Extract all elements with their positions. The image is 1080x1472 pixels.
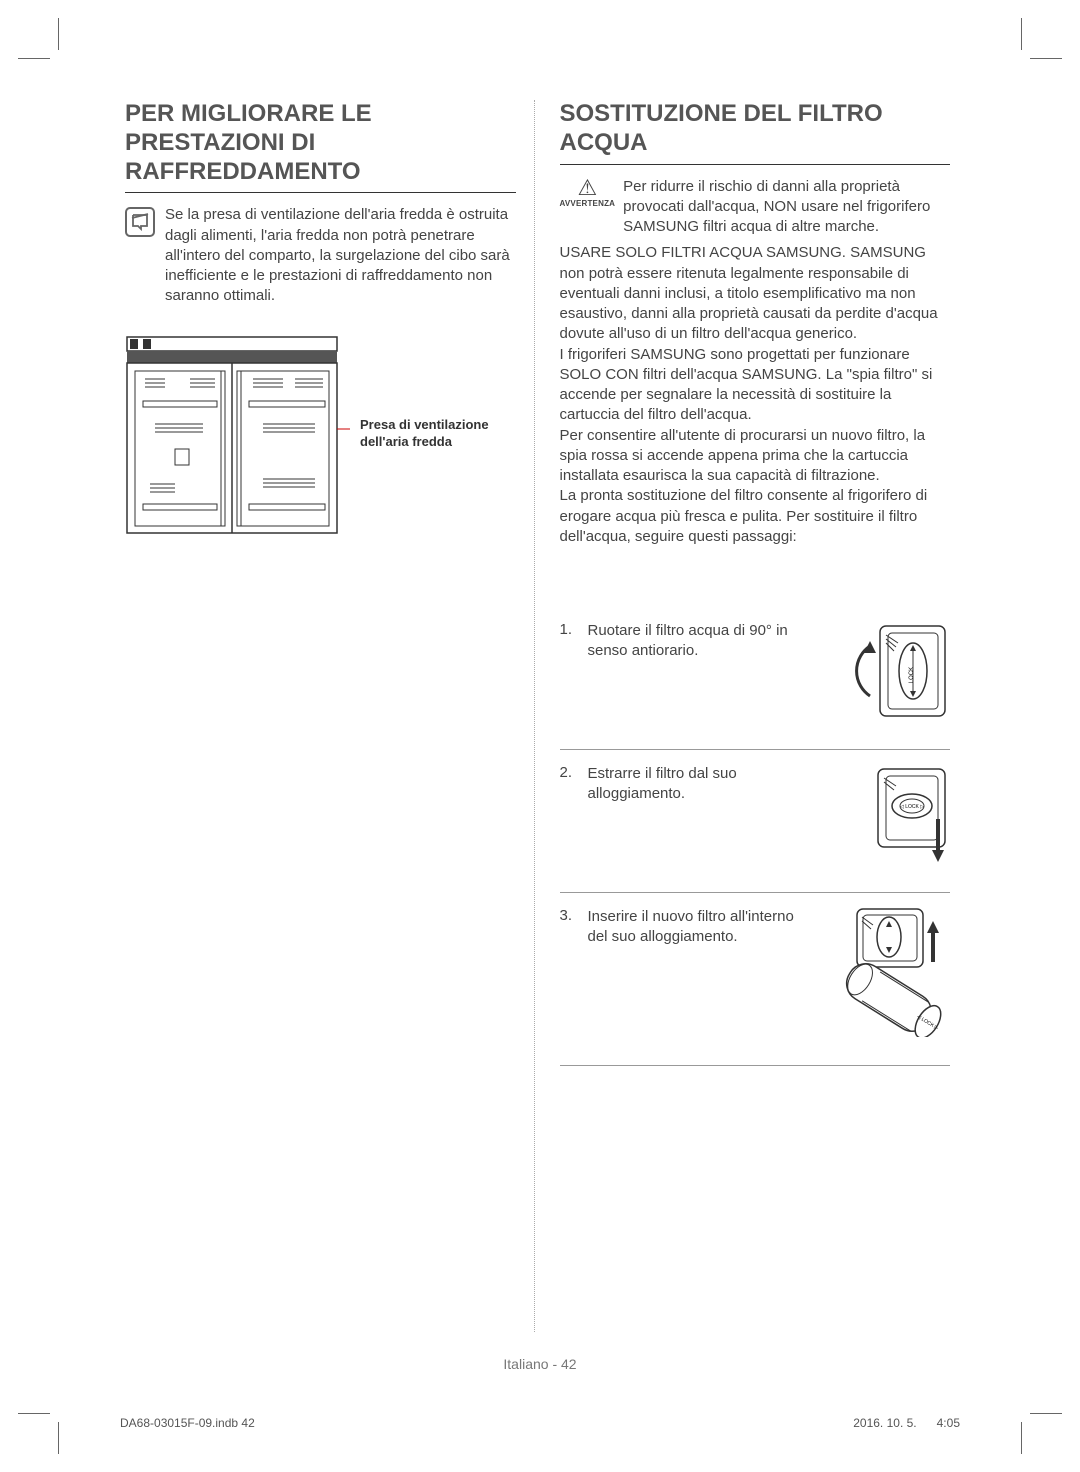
right-column: SOSTITUZIONE DEL FILTRO ACQUA ⚠ AVVERTEN… [555,100,951,1332]
avvertenza-label: AVVERTENZA [560,199,616,210]
page-content: PER MIGLIORARE LE PRESTAZIONI DI RAFFRED… [125,100,950,1332]
page-footer-left: DA68-03015F-09.indb 42 [120,1416,255,1430]
svg-text:◁ LOCK ▷: ◁ LOCK ▷ [900,804,924,810]
note-block: Se la presa di ventilazione dell'aria fr… [125,205,516,306]
left-column: PER MIGLIORARE LE PRESTAZIONI DI RAFFRED… [125,100,535,1332]
step-3-image: ◁ LOCK ▷ [815,907,950,1037]
fridge-diagram: Presa di ventilazione dell'aria fredda [125,329,516,539]
step-text: Ruotare il filtro acqua di 90° in senso … [588,621,802,662]
body-paragraphs: USARE SOLO FILTRI ACQUA SAMSUNG. SAMSUNG… [560,243,951,547]
step-1: 1. Ruotare il filtro acqua di 90° in sen… [560,607,951,750]
heading-rule [560,164,951,165]
svg-text:LOCK: LOCK [909,667,915,683]
left-heading: PER MIGLIORARE LE PRESTAZIONI DI RAFFRED… [125,100,516,186]
warning-block: ⚠ AVVERTENZA Per ridurre il rischio di d… [560,177,951,238]
note-icon [125,207,155,237]
step-1-image: LOCK [815,621,950,721]
step-number: 2. [560,764,574,781]
step-text: Inserire il nuovo filtro all'interno del… [588,907,802,948]
steps-list: 1. Ruotare il filtro acqua di 90° in sen… [560,607,951,1066]
step-number: 3. [560,907,574,924]
step-text: Estrarre il filtro dal suo alloggiamento… [588,764,802,805]
step-2: 2. Estrarre il filtro dal suo alloggiame… [560,750,951,893]
warning-icon: ⚠ [560,177,616,199]
right-heading: SOSTITUZIONE DEL FILTRO ACQUA [560,100,951,158]
note-text: Se la presa di ventilazione dell'aria fr… [165,205,516,306]
page-footer-center: Italiano - 42 [0,1356,1080,1372]
step-3: 3. Inserire il nuovo filtro all'interno … [560,893,951,1066]
diagram-callout: Presa di ventilazione dell'aria fredda [360,417,516,451]
step-number: 1. [560,621,574,638]
page-footer-right: 2016. 10. 5. 4:05 [853,1416,960,1430]
step-2-image: ◁ LOCK ▷ [815,764,950,864]
warning-text: Per ridurre il rischio di danni alla pro… [623,177,950,238]
fridge-illustration [125,329,350,539]
heading-rule [125,192,516,193]
